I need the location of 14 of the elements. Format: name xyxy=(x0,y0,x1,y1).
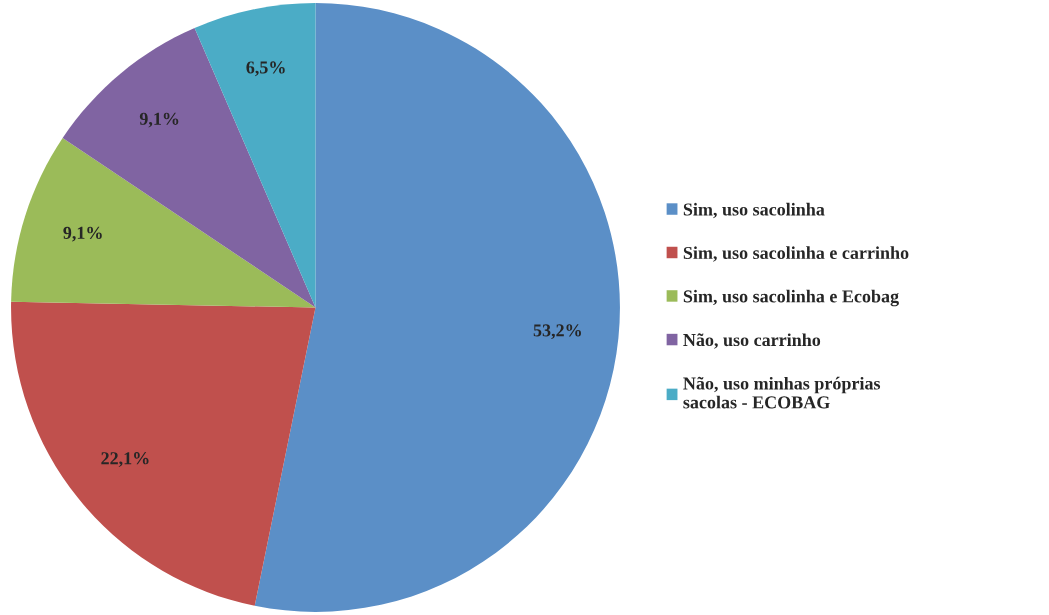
legend-label: Sim, uso sacolinha e Ecobag xyxy=(683,289,899,307)
pie-slice xyxy=(11,137,316,308)
legend-label: Sim, uso sacolinha xyxy=(683,202,825,219)
pie-slice xyxy=(11,301,316,606)
pie-slice xyxy=(62,28,316,308)
data-label: 53,2% xyxy=(533,324,581,340)
legend-label: Não, uso carrinho xyxy=(683,333,821,349)
data-label: 9,1% xyxy=(139,112,179,128)
data-label: 9,1% xyxy=(63,226,102,242)
data-label: 22,1% xyxy=(101,452,149,467)
data-label: 6,5% xyxy=(246,61,285,77)
legend-label: Sim, uso sacolinha e carrinho xyxy=(683,246,909,262)
legend-label: Não, uso minhas próprias sacolas - ECOBAG xyxy=(683,376,881,409)
pie-slice xyxy=(194,3,316,308)
